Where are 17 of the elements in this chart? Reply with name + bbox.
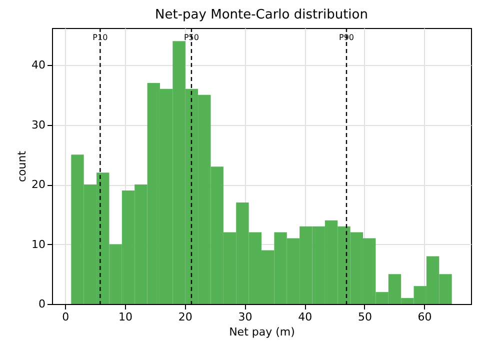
x-tick-label: 0 xyxy=(62,310,70,324)
x-tick-label: 20 xyxy=(178,310,192,324)
x-axis-title: Net pay (m) xyxy=(229,326,295,338)
y-tick-label: 30 xyxy=(32,118,46,132)
y-tick-label: 0 xyxy=(38,298,46,310)
x-tick-label: 60 xyxy=(418,310,432,324)
ref-line-label: P50 xyxy=(184,33,199,42)
y-tick-label: 20 xyxy=(32,178,46,192)
x-tick-label: 30 xyxy=(238,310,252,324)
x-tick-label: 50 xyxy=(358,310,372,324)
y-axis-title: count xyxy=(16,150,29,182)
y-tick-label: 40 xyxy=(32,58,46,72)
y-tick-label: 10 xyxy=(32,238,46,251)
chart-title: Net-pay Monte-Carlo distribution xyxy=(155,7,368,22)
x-tick-label: 40 xyxy=(298,310,312,324)
x-tick-label: 10 xyxy=(118,310,133,324)
ref-line-label: P90 xyxy=(338,33,354,42)
